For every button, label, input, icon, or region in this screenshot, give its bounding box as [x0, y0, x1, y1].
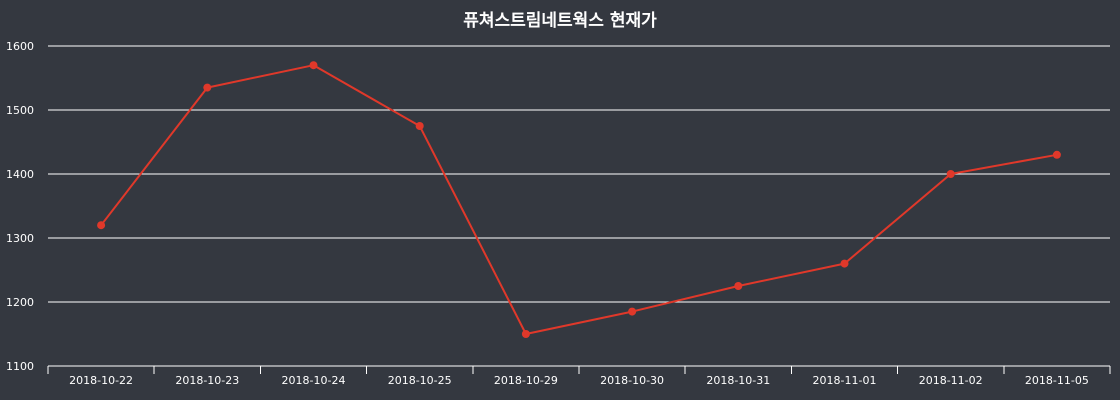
data-point — [946, 170, 955, 178]
data-point — [97, 221, 106, 230]
chart-title: 퓨쳐스트림네트웍스 현재가 — [463, 11, 657, 31]
y-tick-label: 1200 — [6, 296, 34, 309]
data-point — [203, 83, 212, 92]
x-tick-label: 2018-11-05 — [1025, 374, 1089, 387]
x-tick-label: 2018-10-31 — [706, 374, 770, 387]
data-point — [840, 259, 849, 268]
y-tick-label: 1300 — [6, 232, 34, 245]
data-point — [734, 282, 743, 290]
x-tick-label: 2018-11-01 — [813, 374, 877, 387]
x-tick-label: 2018-10-24 — [282, 374, 346, 387]
y-tick-label: 1100 — [6, 360, 34, 373]
data-point — [309, 61, 318, 70]
x-tick-label: 2018-10-25 — [388, 374, 452, 387]
x-tick-label: 2018-10-29 — [494, 374, 558, 387]
y-tick-label: 1400 — [6, 168, 34, 181]
data-point — [521, 330, 530, 338]
data-point — [628, 307, 637, 316]
data-point — [415, 122, 424, 130]
x-tick-label: 2018-11-02 — [919, 374, 983, 387]
y-tick-label: 1500 — [6, 104, 34, 117]
x-tick-label: 2018-10-30 — [600, 374, 664, 387]
data-point — [1052, 150, 1061, 159]
x-tick-label: 2018-10-22 — [69, 374, 133, 387]
x-tick-label: 2018-10-23 — [175, 374, 239, 387]
y-tick-label: 1600 — [6, 40, 34, 53]
series-line — [100, 64, 1058, 335]
